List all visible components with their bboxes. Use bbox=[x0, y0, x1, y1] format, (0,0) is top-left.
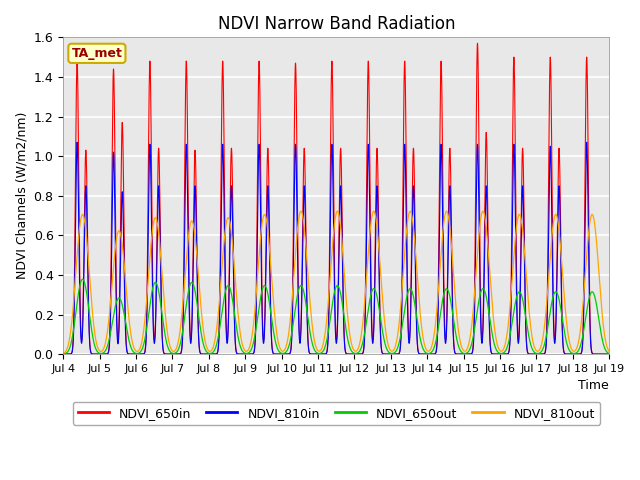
Y-axis label: NDVI Channels (W/m2/nm): NDVI Channels (W/m2/nm) bbox=[15, 112, 28, 279]
X-axis label: Time: Time bbox=[579, 379, 609, 392]
Title: NDVI Narrow Band Radiation: NDVI Narrow Band Radiation bbox=[218, 15, 455, 33]
Text: TA_met: TA_met bbox=[72, 47, 122, 60]
Legend: NDVI_650in, NDVI_810in, NDVI_650out, NDVI_810out: NDVI_650in, NDVI_810in, NDVI_650out, NDV… bbox=[72, 402, 600, 424]
